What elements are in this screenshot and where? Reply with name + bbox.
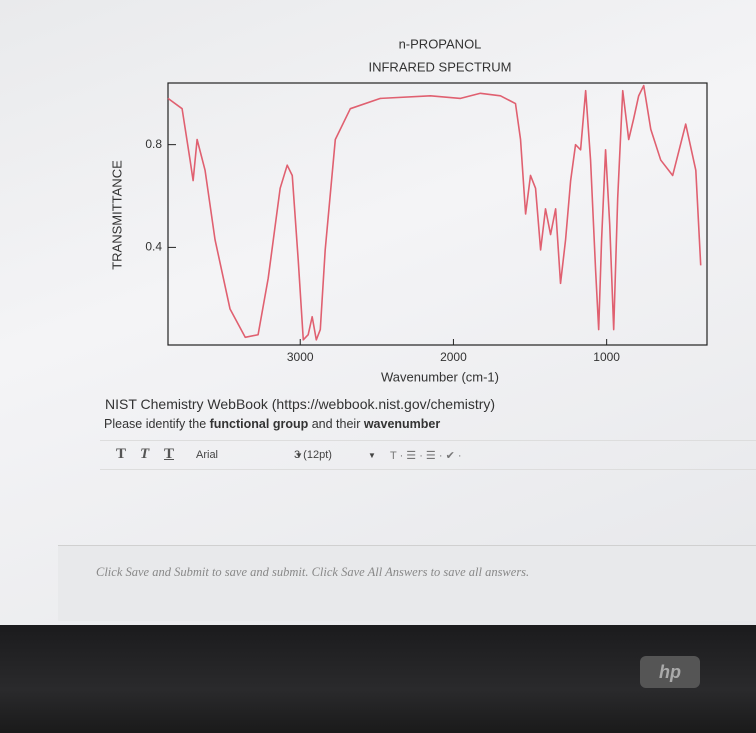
format-icons[interactable]: T · ☰ · ☰ · ✔ · [390, 450, 462, 462]
chart-subtitle: INFRARED SPECTRUM [368, 59, 511, 74]
y-axis-label: TRANSMITTANCE [109, 160, 124, 270]
toolbar: T T T Arial ▼ 3 (12pt) ▼ T · ☰ · ☰ · ✔ · [100, 440, 756, 470]
editor-area[interactable] [58, 545, 756, 621]
prompt-text: and their [308, 417, 364, 431]
spectrum-line [167, 84, 702, 341]
logo: hp [640, 656, 700, 688]
dropdown-arrow: ▼ [295, 451, 303, 460]
bold-button[interactable]: T [116, 446, 127, 462]
underline-button[interactable]: T [164, 446, 175, 462]
footer-note: Click Save and Submit to save and submit… [96, 565, 530, 579]
y-tick-label: 0.8 [145, 137, 162, 151]
plot-frame [167, 82, 708, 346]
prompt-text: Please identify the [104, 417, 210, 431]
screen: n-PROPANOL INFRARED SPECTRUM Wavenumber … [0, 0, 756, 625]
bezel: hp [0, 625, 756, 733]
font-select[interactable]: Arial [196, 449, 219, 461]
size-select[interactable]: 3 (12pt) [294, 449, 332, 461]
dropdown-arrow: ▼ [368, 451, 376, 460]
chart: n-PROPANOL INFRARED SPECTRUM Wavenumber … [109, 36, 708, 385]
prompt-bold: functional group [209, 417, 309, 431]
x-tick-label: 2000 [440, 350, 467, 364]
x-axis-label: Wavenumber (cm-1) [381, 369, 499, 384]
prompt: Please identify the functional group and… [104, 417, 440, 431]
caption: NIST Chemistry WebBook (https://webbook.… [105, 396, 496, 412]
prompt-bold: wavenumber [363, 417, 441, 431]
italic-button[interactable]: T [140, 446, 150, 462]
x-tick-label: 1000 [593, 350, 620, 364]
y-tick-label: 0.4 [145, 240, 162, 254]
x-tick-label: 3000 [287, 350, 314, 364]
chart-title: n-PROPANOL [399, 36, 482, 51]
